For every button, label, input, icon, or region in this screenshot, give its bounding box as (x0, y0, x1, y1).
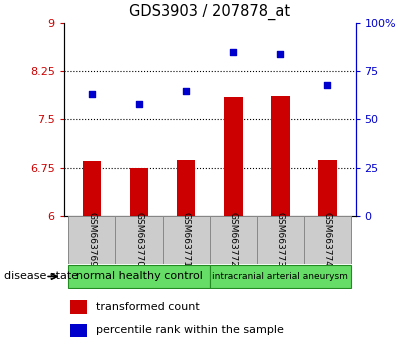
Point (277, 51, 284, 57)
Text: GSM663771: GSM663771 (182, 212, 191, 267)
FancyBboxPatch shape (210, 265, 351, 288)
Point (230, 49, 236, 55)
FancyBboxPatch shape (304, 216, 351, 264)
FancyBboxPatch shape (210, 216, 257, 264)
Text: GSM663772: GSM663772 (229, 212, 238, 267)
Text: GSM663769: GSM663769 (88, 212, 97, 267)
Bar (69, 324, 87, 337)
Text: disease state: disease state (4, 272, 78, 281)
Bar (271, 96, 290, 216)
Bar (318, 160, 337, 216)
Text: intracranial arterial aneurysm: intracranial arterial aneurysm (212, 272, 348, 281)
FancyBboxPatch shape (68, 216, 115, 264)
Point (89, 92, 95, 97)
Text: GSM663770: GSM663770 (134, 212, 143, 267)
FancyBboxPatch shape (162, 216, 210, 264)
Bar (224, 97, 242, 216)
Bar (177, 160, 196, 216)
Point (136, 101, 142, 107)
Bar (69, 300, 87, 314)
FancyBboxPatch shape (257, 216, 304, 264)
FancyBboxPatch shape (68, 265, 210, 288)
Text: GSM663774: GSM663774 (323, 212, 332, 267)
Point (183, 88, 189, 93)
Text: transformed count: transformed count (96, 302, 200, 312)
Text: percentile rank within the sample: percentile rank within the sample (96, 325, 284, 336)
Text: GSM663773: GSM663773 (276, 212, 285, 267)
Point (324, 82, 330, 87)
Text: normal healthy control: normal healthy control (76, 272, 203, 281)
FancyBboxPatch shape (115, 216, 162, 264)
Bar (129, 168, 148, 216)
Bar (83, 161, 102, 216)
Title: GDS3903 / 207878_at: GDS3903 / 207878_at (129, 4, 290, 20)
